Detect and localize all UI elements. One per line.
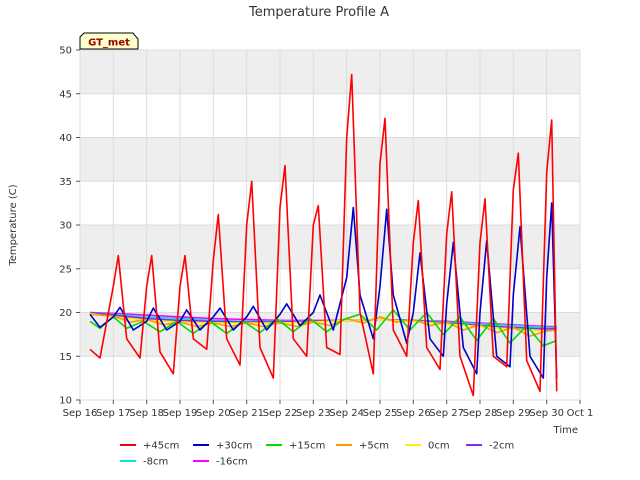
x-tick-label: Sep 16 (63, 408, 98, 419)
y-tick-label: 30 (59, 221, 72, 232)
legend-label-3: +5cm (359, 441, 389, 452)
gt-met-badge: GT_met (79, 32, 139, 50)
series-layer (89, 73, 558, 397)
x-tick-label: Sep 27 (429, 408, 464, 419)
y-tick-label: 35 (59, 177, 72, 188)
plot-band (80, 137, 580, 182)
y-axis-label: Temperature (C) (8, 184, 19, 266)
y-axis: 10 15 20 25 30 35 40 45 50 (59, 46, 80, 407)
x-tick-label: Sep 18 (129, 408, 164, 419)
plot-band (80, 225, 580, 269)
badge-shape (79, 32, 139, 50)
y-tick-label: 20 (59, 308, 72, 319)
legend-label-4: 0cm (428, 441, 450, 452)
legend-label-2: +15cm (289, 441, 325, 452)
x-tick-label: Sep 17 (96, 408, 131, 419)
x-tick-label: Sep 23 (296, 408, 331, 419)
x-tick-label: Sep 19 (163, 408, 198, 419)
legend: +45cm +30cm +15cm +5cm 0cm -2cm -8cm -16cm (120, 441, 514, 468)
legend-label-6: -8cm (143, 457, 168, 468)
x-tick-label: Oct 1 (567, 408, 594, 419)
x-axis-label: Time (553, 425, 578, 436)
x-tick-label: Sep 21 (229, 408, 264, 419)
x-tick-label: Sep 30 (529, 408, 564, 419)
y-tick-label: 45 (59, 89, 72, 100)
y-tick-label: 25 (59, 264, 72, 275)
y-tick-label: 15 (59, 352, 72, 363)
plot-band (80, 50, 580, 94)
x-tick-label: Sep 22 (263, 408, 298, 419)
x-tick-label: Sep 20 (196, 408, 231, 419)
y-tick-label: 10 (59, 396, 72, 407)
y-tick-label: 50 (59, 46, 72, 57)
x-tick-label: Sep 28 (463, 408, 498, 419)
legend-label-5: -2cm (489, 441, 514, 452)
series-line-1 (89, 202, 558, 379)
y-tick-label: 40 (59, 133, 72, 144)
legend-label-0: +45cm (143, 441, 179, 452)
x-tick-label: Sep 29 (496, 408, 531, 419)
series-line-0 (89, 73, 558, 397)
legend-label-7: -16cm (216, 457, 248, 468)
x-tick-label: Sep 25 (363, 408, 398, 419)
legend-label-1: +30cm (216, 441, 252, 452)
x-tick-label: Sep 26 (396, 408, 431, 419)
x-tick-label: Sep 24 (329, 408, 364, 419)
chart-title: Temperature Profile A (248, 5, 389, 20)
badge-label: GT_met (88, 38, 130, 49)
